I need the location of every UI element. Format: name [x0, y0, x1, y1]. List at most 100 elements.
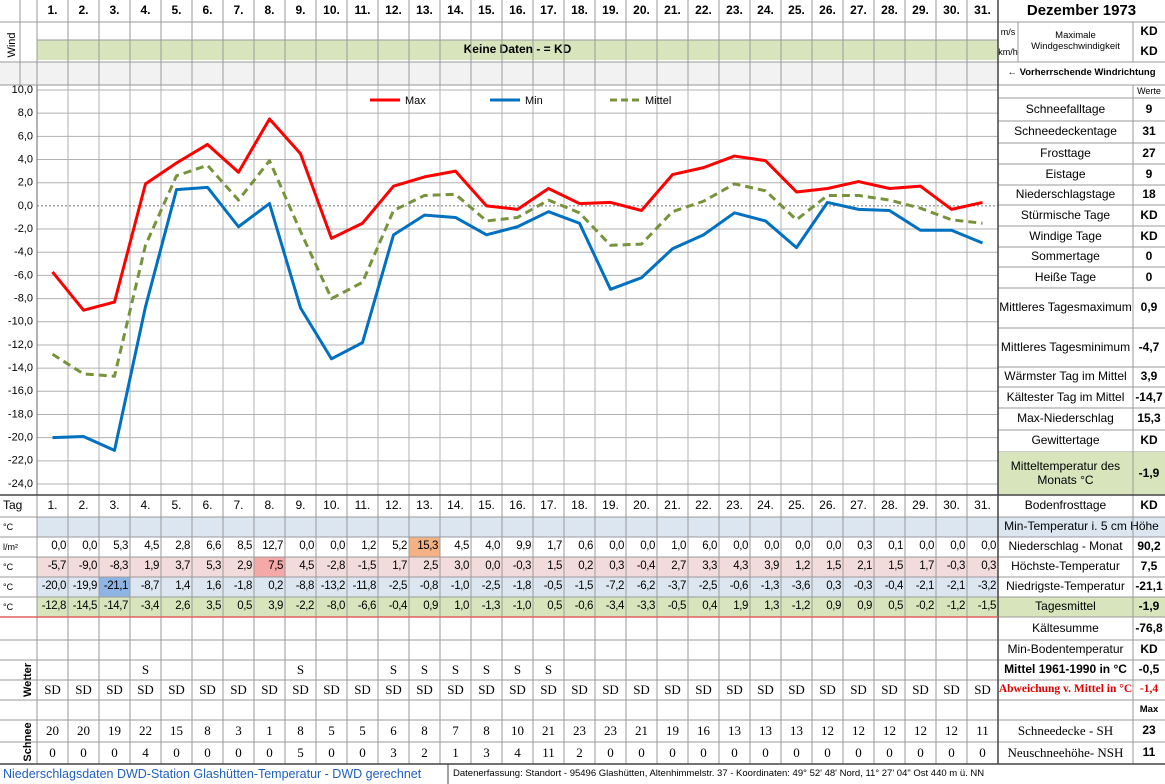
- snow-depth-box: 12: [821, 723, 834, 738]
- snow-depth: 5: [328, 722, 335, 738]
- wind-label: Wind: [6, 32, 18, 57]
- stat-label: Wärmster Tag im Mittel: [1004, 369, 1127, 384]
- new-snow-box: 0: [917, 745, 924, 760]
- summary-label: Mittel 1961-1990 in °C: [1004, 662, 1127, 677]
- temp-value-box: -2,1: [946, 580, 966, 593]
- temp-value: -1,5: [357, 560, 377, 573]
- temp-value-box: -14,7: [104, 600, 129, 612]
- new-snow: 3: [483, 744, 490, 760]
- weather-code-box: SD: [230, 682, 247, 697]
- snow-depth-box: 21: [542, 723, 555, 738]
- temp-value-box: -1,2: [947, 600, 966, 612]
- stat-label: Frosttage: [1040, 145, 1091, 160]
- temp-value: -8,3: [109, 560, 129, 573]
- day-number: 9.: [295, 498, 306, 513]
- snow-depth: 7: [452, 722, 459, 738]
- day-header: 22.: [695, 3, 712, 18]
- summary-value-box: Max: [1140, 704, 1158, 715]
- summary-value-box: -21,1: [1135, 579, 1162, 593]
- weather-code-box: SD: [75, 682, 92, 697]
- day-header-box: 8.: [264, 3, 274, 17]
- mean-row-bg: [37, 597, 998, 617]
- precip-value: 0,0: [795, 540, 810, 553]
- temp-value: -2,1: [915, 580, 935, 593]
- summary-value-box: 90,2: [1137, 539, 1160, 553]
- weather-code-box: S: [296, 661, 305, 677]
- day-header: 9.: [295, 3, 306, 18]
- day-header-box: 25.: [788, 3, 805, 17]
- temp-value-box: -0,3: [513, 560, 532, 572]
- temp-value: -2,5: [698, 580, 718, 593]
- new-snow-box: 0: [855, 745, 862, 760]
- temp-value: -2,1: [946, 580, 966, 593]
- precip-value-box: 0,0: [764, 540, 779, 552]
- temp-value: 1,4: [175, 580, 190, 593]
- precip-value-box: 8,5: [237, 540, 252, 552]
- snow-depth: 19: [108, 722, 121, 738]
- day-number: 2.: [78, 498, 89, 513]
- summary-label-box: Min-Temperatur i. 5 cm Höhe: [998, 517, 1165, 537]
- snow-depth-box: 5: [328, 722, 335, 738]
- stat-value: 15,3: [1137, 411, 1161, 426]
- stat-label: Mittleres Tagesminimum: [1000, 339, 1131, 354]
- temp-value-box: 3,7: [175, 560, 190, 572]
- day-number: 27.: [850, 498, 867, 513]
- day-number-box: 23.: [726, 498, 743, 512]
- day-header: 6.: [202, 3, 213, 18]
- day-header-box: 10.: [323, 3, 340, 17]
- temp-value-box: 1,9: [733, 600, 748, 612]
- summary-label: Neuschneehöhe- NSH: [1007, 744, 1124, 760]
- stat-value: 0: [1145, 249, 1153, 264]
- precip-value-box: 4,5: [454, 540, 469, 552]
- temp-value-box: -1,2: [792, 600, 811, 612]
- snow-depth: 5: [359, 722, 366, 738]
- summary-label-box: Mittel 1961-1990 in °C: [1004, 662, 1127, 677]
- stat-value: -14,7: [1135, 389, 1163, 404]
- weather-code: S: [296, 661, 305, 677]
- day-number: 17.: [540, 498, 557, 513]
- stat-value-box: 15,3: [1137, 411, 1161, 426]
- temp-value-box: 0,2: [578, 560, 593, 572]
- wind-max-label-box: Maximale Windgeschwindigkeit: [1031, 30, 1120, 52]
- temp-value-box: -0,5: [668, 600, 687, 612]
- temp-value-box: 1,2: [795, 560, 810, 573]
- day-header-box: 11.: [354, 3, 370, 17]
- weather-code: SD: [571, 681, 588, 697]
- row-unit-box: °C: [3, 522, 13, 532]
- stat-value-box: 9: [1146, 167, 1153, 181]
- day-number-box: 21.: [664, 498, 681, 512]
- temp-value-box: -19,9: [73, 580, 98, 592]
- summary-label: Min-Temperatur i. 5 cm Höhe: [998, 517, 1165, 537]
- temp-value: 2,1: [857, 560, 872, 573]
- temp-value-box: 1,5: [826, 560, 841, 573]
- summary-value: -76,8: [1135, 620, 1163, 635]
- snow-depth-box: 10: [511, 723, 524, 738]
- precip-value: 1,0: [671, 540, 686, 553]
- temp-value: -11,8: [352, 580, 377, 593]
- day-header-box: 27.: [850, 3, 867, 18]
- temp-value: 1,7: [919, 560, 934, 573]
- weather-code-box: SD: [478, 682, 495, 697]
- temp-value: -0,4: [884, 580, 904, 593]
- new-snow-box: 3: [390, 745, 397, 760]
- temp-value: 1,2: [795, 560, 810, 573]
- temp-value-box: -5,7: [48, 560, 67, 572]
- stat-value: -1,9: [1133, 452, 1165, 495]
- stat-label-box: Kältester Tag im Mittel: [1007, 390, 1125, 404]
- temp-value-box: -0,6: [575, 600, 594, 612]
- snow-depth: 13: [759, 722, 772, 738]
- snow-depth-box: 11: [976, 723, 989, 738]
- precip-value-box: 2,8: [175, 540, 190, 552]
- footer-left-box: Niederschlagsdaten DWD-Station Glashütte…: [3, 767, 421, 781]
- temp-value: 1,5: [826, 560, 841, 573]
- temp-value: -0,4: [388, 600, 408, 613]
- temp-value-box: -9,0: [78, 560, 98, 573]
- snow-depth-box: 3: [235, 723, 242, 738]
- new-snow-box: 0: [762, 745, 769, 760]
- day-header: 27.: [850, 3, 867, 18]
- temp-value: -3,2: [977, 580, 997, 593]
- snow-depth: 12: [883, 722, 896, 738]
- temp-value: -9,0: [78, 560, 98, 573]
- day-number: 8.: [264, 498, 275, 513]
